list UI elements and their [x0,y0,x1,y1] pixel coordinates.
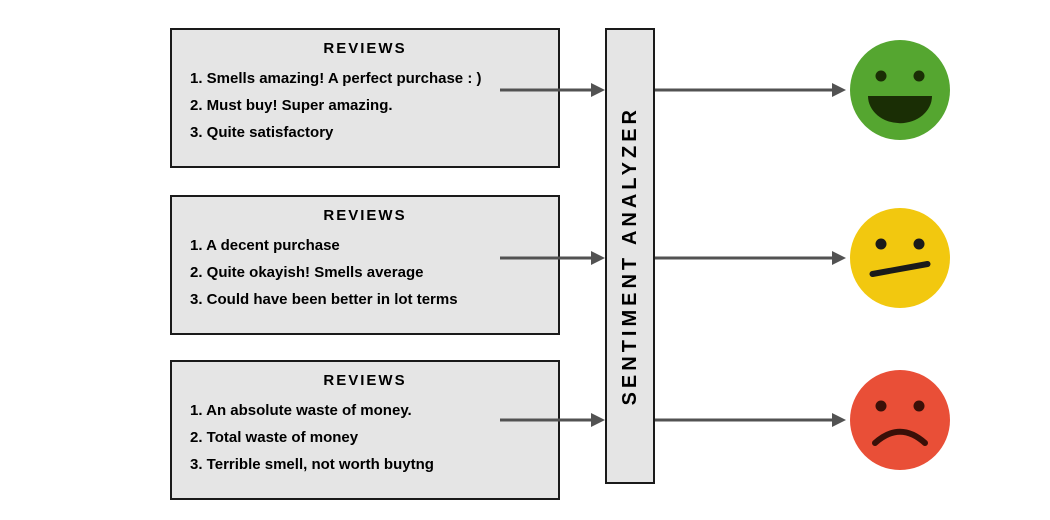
diagram-stage: REVIEWS1. Smells amazing! A perfect purc… [0,0,1050,520]
sentiment-analyzer-label: SENTIMENT ANALYZER [619,106,642,405]
sentiment-analyzer-box: SENTIMENT ANALYZER [605,28,655,484]
happy-face-icon [850,40,950,140]
neutral-face-icon [850,208,950,308]
sad-face-icon [850,370,950,470]
